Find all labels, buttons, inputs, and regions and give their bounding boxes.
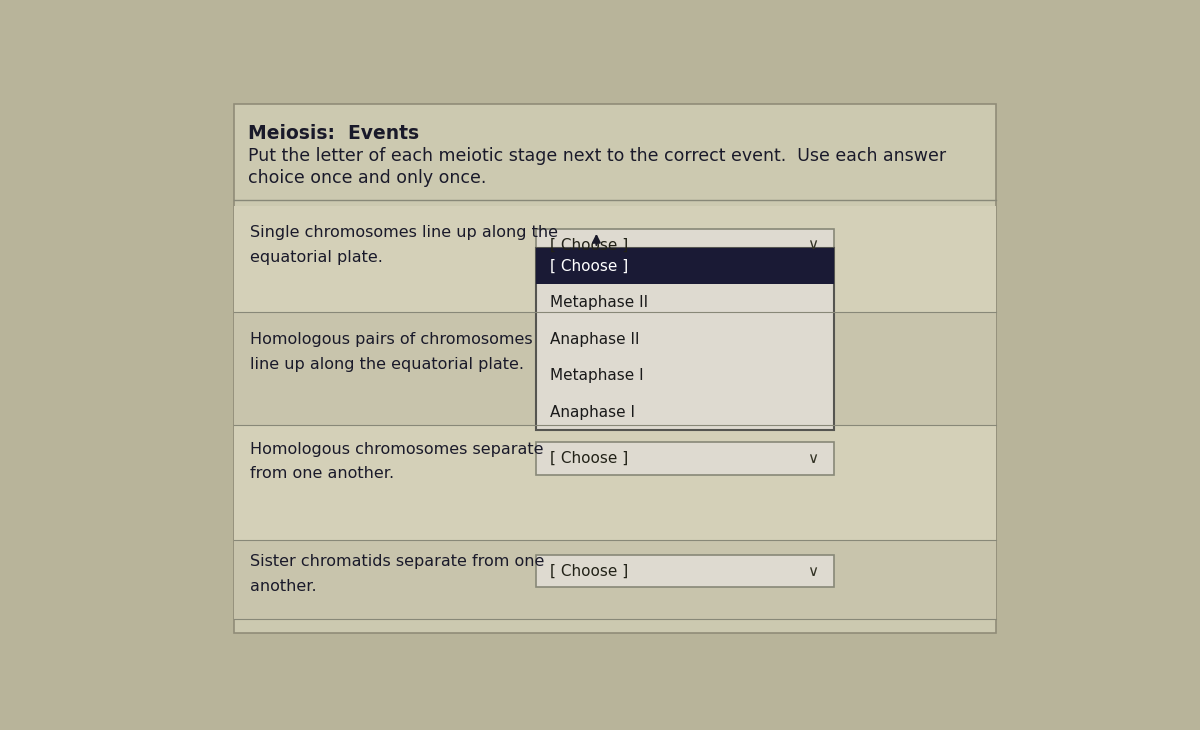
- Text: Metaphase II: Metaphase II: [550, 295, 648, 310]
- FancyBboxPatch shape: [234, 540, 996, 619]
- Text: ∨: ∨: [808, 564, 818, 578]
- FancyBboxPatch shape: [234, 104, 996, 633]
- Text: [ Choose ]: [ Choose ]: [550, 564, 628, 578]
- FancyBboxPatch shape: [536, 228, 834, 261]
- FancyBboxPatch shape: [536, 442, 834, 475]
- Text: Sister chromatids separate from one
another.: Sister chromatids separate from one anot…: [251, 554, 545, 593]
- Text: ∨: ∨: [808, 451, 818, 466]
- Text: Anaphase I: Anaphase I: [550, 404, 635, 420]
- Text: choice once and only once.: choice once and only once.: [247, 169, 486, 187]
- Text: [ Choose ]: [ Choose ]: [550, 258, 628, 274]
- FancyBboxPatch shape: [536, 555, 834, 588]
- Text: Meiosis:  Events: Meiosis: Events: [247, 124, 419, 143]
- FancyBboxPatch shape: [234, 206, 996, 312]
- FancyBboxPatch shape: [536, 247, 834, 431]
- Text: Put the letter of each meiotic stage next to the correct event.  Use each answer: Put the letter of each meiotic stage nex…: [247, 147, 946, 165]
- Text: Metaphase I: Metaphase I: [550, 368, 643, 383]
- Text: ∨: ∨: [808, 237, 818, 253]
- Text: [ Choose ]: [ Choose ]: [550, 451, 628, 466]
- FancyBboxPatch shape: [234, 312, 996, 425]
- Text: Single chromosomes line up along the
equatorial plate.: Single chromosomes line up along the equ…: [251, 226, 558, 265]
- Text: Homologous chromosomes separate
from one another.: Homologous chromosomes separate from one…: [251, 442, 544, 481]
- FancyBboxPatch shape: [234, 425, 996, 540]
- FancyBboxPatch shape: [536, 247, 834, 284]
- Text: Anaphase II: Anaphase II: [550, 331, 640, 347]
- Text: Homologous pairs of chromosomes
line up along the equatorial plate.: Homologous pairs of chromosomes line up …: [251, 332, 533, 372]
- Text: [ Choose ]: [ Choose ]: [550, 237, 628, 253]
